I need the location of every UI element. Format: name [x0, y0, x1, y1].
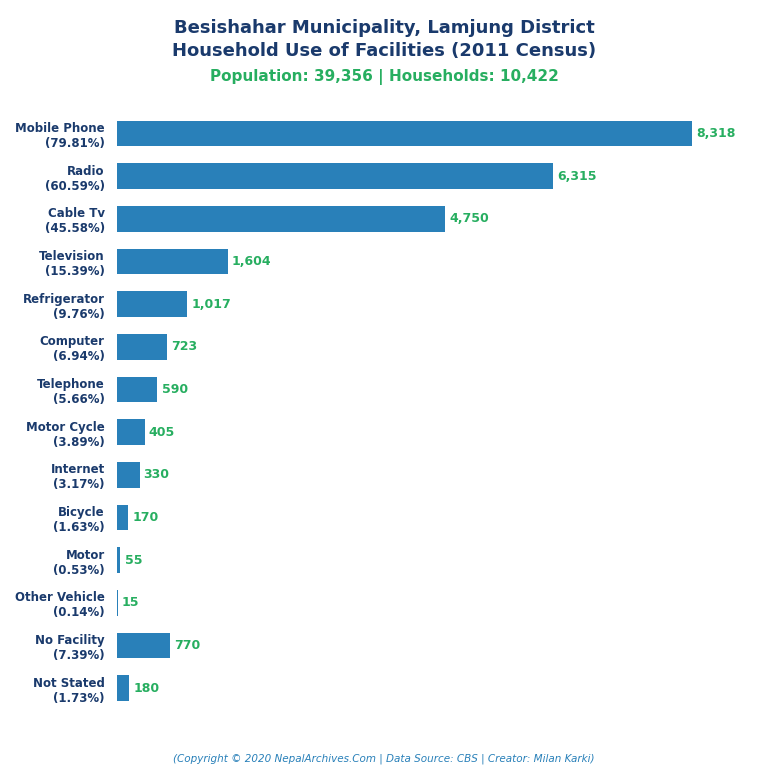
Bar	[117, 334, 167, 359]
Text: 6,315: 6,315	[558, 170, 597, 183]
Text: 590: 590	[161, 383, 187, 396]
Text: 15: 15	[122, 596, 139, 609]
Text: (Copyright © 2020 NepalArchives.Com | Data Source: CBS | Creator: Milan Karki): (Copyright © 2020 NepalArchives.Com | Da…	[174, 753, 594, 764]
Text: Population: 39,356 | Households: 10,422: Population: 39,356 | Households: 10,422	[210, 69, 558, 85]
Text: Besishahar Municipality, Lamjung District: Besishahar Municipality, Lamjung Distric…	[174, 19, 594, 37]
Bar	[117, 164, 554, 189]
Bar	[117, 291, 187, 317]
Bar	[117, 249, 227, 274]
Text: 1,604: 1,604	[232, 255, 271, 268]
Text: 180: 180	[134, 682, 160, 694]
Bar	[117, 206, 445, 232]
Text: 770: 770	[174, 639, 200, 652]
Bar	[117, 590, 118, 616]
Bar	[117, 505, 128, 531]
Bar	[117, 121, 692, 147]
Text: 1,017: 1,017	[191, 298, 231, 311]
Text: 170: 170	[133, 511, 159, 524]
Bar	[117, 462, 140, 488]
Bar	[117, 675, 129, 701]
Text: 723: 723	[170, 340, 197, 353]
Bar	[117, 633, 170, 658]
Text: 55: 55	[124, 554, 142, 567]
Text: Household Use of Facilities (2011 Census): Household Use of Facilities (2011 Census…	[172, 42, 596, 60]
Text: 4,750: 4,750	[449, 213, 489, 226]
Text: 405: 405	[149, 425, 175, 439]
Text: 8,318: 8,318	[696, 127, 736, 140]
Text: 330: 330	[144, 468, 170, 482]
Bar	[117, 548, 121, 573]
Bar	[117, 377, 157, 402]
Bar	[117, 419, 144, 445]
